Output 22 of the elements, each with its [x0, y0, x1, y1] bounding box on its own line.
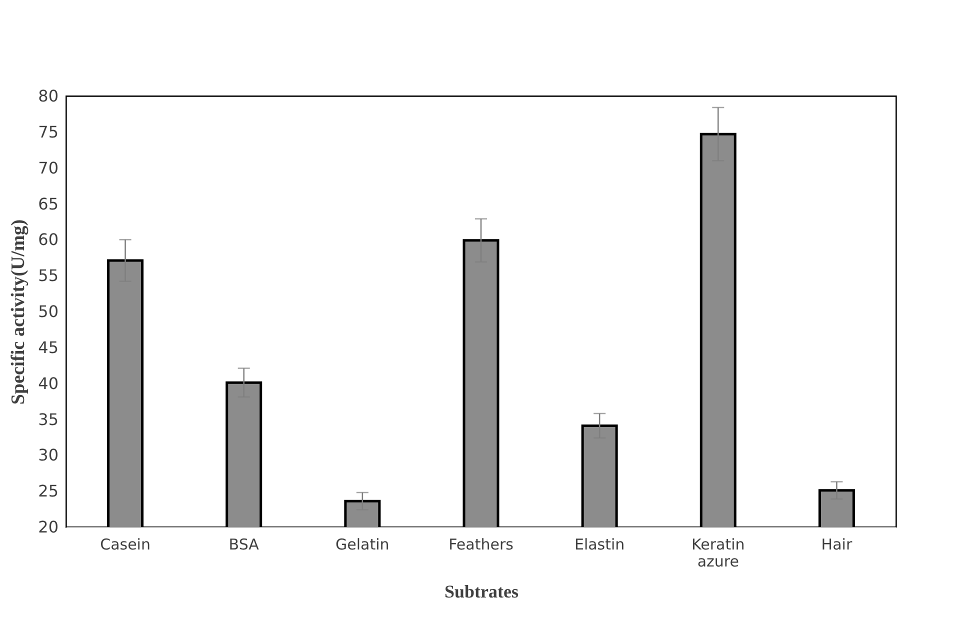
- x-tick-label: Elastin: [574, 536, 625, 554]
- y-tick-label: 70: [38, 158, 58, 178]
- x-axis-title: Subtrates: [444, 582, 519, 602]
- y-tick-label: 20: [38, 518, 58, 536]
- x-tick-label: Keratin azure: [692, 536, 745, 570]
- x-tick-label: Casein: [100, 536, 150, 554]
- y-axis-title: Specific activity(U/mg): [8, 219, 30, 405]
- y-tick-label: 30: [38, 446, 58, 465]
- y-tick-label: 80: [38, 86, 58, 106]
- y-tick-label: 55: [38, 266, 58, 286]
- y-tick-label: 60: [38, 230, 58, 250]
- x-tick-label: Hair: [821, 536, 853, 554]
- y-tick-label: 45: [38, 338, 58, 357]
- y-tick-label: 40: [38, 374, 58, 393]
- y-tick-label: 35: [38, 410, 58, 429]
- y-tick-label: 65: [38, 194, 58, 214]
- y-tick-label: 25: [38, 482, 58, 501]
- y-tick-label: 75: [38, 122, 58, 142]
- x-tick-label: Gelatin: [336, 536, 390, 554]
- y-tick-label: 50: [38, 302, 58, 321]
- x-tick-label: BSA: [228, 536, 260, 554]
- x-tick-label: Feathers: [448, 536, 514, 554]
